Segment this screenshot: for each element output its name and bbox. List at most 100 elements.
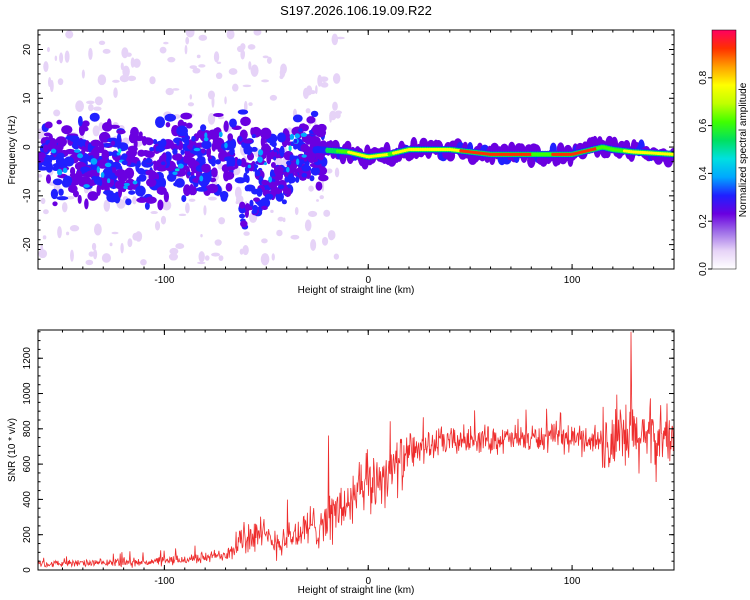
heatmap-cell [198,34,208,41]
heatmap-cell [90,158,98,165]
heatmap-cell [150,211,158,215]
colorbar-tick-label: 0.0 [698,262,709,276]
heatmap-cell [130,126,139,139]
heatmap-cell [181,194,187,203]
heatmap-cell [153,162,158,171]
heatmap-cell [195,187,208,192]
heatmap-cell [304,161,310,166]
heatmap-cell [120,242,124,254]
heatmap-cell [315,127,327,138]
heatmap-cell [207,90,216,100]
heatmap-cell [215,72,223,80]
snr-frame [37,329,675,571]
heatmap-cell [282,217,286,223]
heatmap-cell [97,74,107,86]
heatmap-cell [327,230,335,241]
heatmap-cell [252,204,259,212]
heatmap-cell [85,259,94,266]
heatmap-cell [68,184,78,194]
heatmap-cell [178,213,187,217]
heatmap-cell [193,147,201,152]
heatmap-cell [165,87,174,96]
heatmap-cell [184,131,189,139]
heatmap-cell [318,174,329,182]
heatmap-cell [189,65,198,70]
spectrogram-y-tick-label: 20 [22,44,33,56]
snr-line-layer [38,331,674,568]
heatmap-cell [65,231,70,236]
heatmap-cell [281,199,287,205]
heatmap-cell [240,220,248,228]
spectrogram-y-ticks: 20 10 0 -10 -20 [22,34,674,270]
heatmap-cell [75,170,83,182]
heatmap-cell [50,188,59,200]
heatmap-cell [253,197,260,202]
heatmap-cell [92,125,100,137]
heatmap-cell [102,48,111,54]
heatmap-cell [207,112,216,125]
heatmap-cell [113,87,118,99]
heatmap-cell [300,132,308,137]
heatmap-cells [38,30,674,266]
heatmap-cell [334,167,340,178]
heatmap-cell [52,201,58,207]
heatmap-cell [199,160,206,164]
heatmap-cell [166,173,177,182]
colorbar-tick-label: 0.6 [698,118,709,132]
heatmap-cell [277,172,283,181]
heatmap-cell [292,114,303,123]
heatmap-cell [236,158,242,167]
heatmap-cell [58,188,64,196]
heatmap-cell [171,153,183,161]
heatmap-cell [180,112,193,120]
heatmap-cell [56,119,62,125]
heatmap-cell [211,167,218,178]
heatmap-cell [257,156,263,163]
heatmap-cell [242,244,249,256]
heatmap-cell [155,116,166,128]
heatmap-cell [57,78,64,86]
heatmap-cell [203,205,207,216]
heatmap-cell [278,167,284,173]
heatmap-cell [172,88,180,91]
heatmap-cell [106,118,112,129]
heatmap-cell [287,174,294,181]
heatmap-cell [93,106,102,111]
heatmap-cell [191,135,196,142]
heatmap-cell [273,156,277,161]
heatmap-cell [84,198,89,210]
heatmap-cell [69,225,80,232]
heatmap-cell [185,30,195,38]
heatmap-cell [54,55,58,62]
heatmap-cell [214,239,222,246]
heatmap-cell [260,253,270,266]
heatmap-cell [238,136,243,142]
heatmap-cell [304,219,312,232]
heatmap-cell [61,125,73,135]
heatmap-cell [98,40,106,45]
heatmap-cell [236,45,244,53]
heatmap-cell [224,171,235,180]
spectrogram-y-label: Frequency (Hz) [7,116,18,185]
heatmap-cell [320,82,329,88]
heatmap-cell [316,199,319,202]
heatmap-cell [159,46,167,54]
heatmap-cell [121,47,129,59]
heatmap-cell [211,252,221,257]
heatmap-cell [201,148,206,154]
heatmap-cell [247,44,256,50]
heatmap-cell [177,163,184,169]
heatmap-cell [38,166,49,171]
heatmap-cell [98,179,103,187]
heatmap-cell [145,138,154,146]
heatmap-cell [149,76,156,85]
heatmap-cell [293,138,298,144]
heatmap-cell [146,178,157,187]
heatmap-cell [189,94,193,100]
heatmap-cell [204,132,208,139]
heatmap-cell [207,196,217,201]
heatmap-cell [100,160,106,167]
snr-y-tick-label: 1000 [22,382,33,405]
spectrogram-x-ticks: -100 0 100 [61,30,675,286]
heatmap-cell [83,184,90,188]
